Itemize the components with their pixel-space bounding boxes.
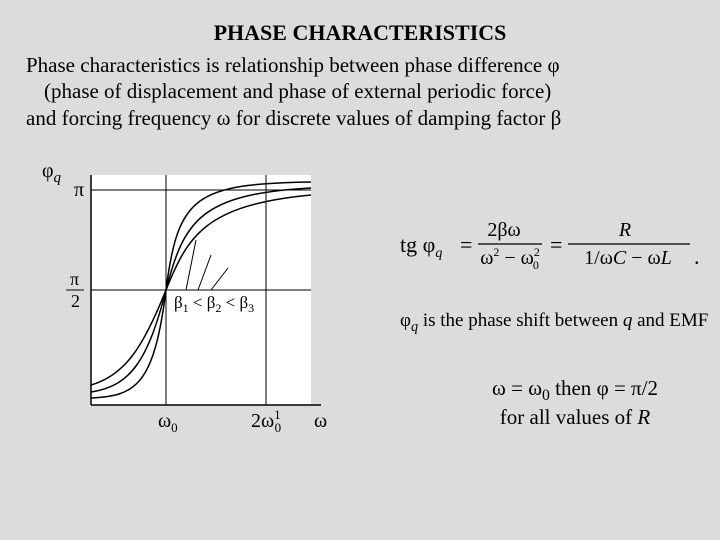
- concl-sub0: 0: [542, 387, 550, 404]
- concl-omega1: ω: [492, 376, 506, 400]
- intro-l3b: for discrete values of damping factor: [231, 106, 551, 130]
- concl-then: then: [550, 376, 597, 400]
- concl-R: R: [637, 405, 650, 429]
- intro-text: Phase characteristics is relationship be…: [26, 52, 694, 131]
- frac1-num: 2βω: [487, 219, 520, 241]
- intro-beta: β: [551, 106, 562, 130]
- chart-svg: π π 2 ω0 2ω10 ω β1 < β2 < β3: [36, 160, 376, 480]
- formula-eq1: =: [460, 232, 472, 257]
- phi-symbol: φ: [42, 160, 54, 182]
- ytick-pi: π: [74, 179, 84, 201]
- formula: tg φq = 2βω ω2 − ω20 = R 1/ωC − ωL .: [400, 210, 720, 280]
- page-title: PHASE CHARACTERISTICS: [0, 20, 720, 46]
- intro-l2: (phase of displacement and phase of exte…: [26, 79, 551, 103]
- intro-l3a: and forcing frequency: [26, 106, 217, 130]
- note-text: is the phase shift between: [418, 310, 623, 331]
- right-column: tg φq = 2βω ω2 − ω20 = R 1/ωC − ωL . φq …: [400, 200, 720, 430]
- concl-phi: φ: [597, 376, 609, 400]
- y-axis-label: φq: [42, 160, 61, 187]
- conclusion: ω = ω0 then φ = π/2 for all values of R: [430, 376, 720, 430]
- phi-sub: q: [54, 170, 62, 186]
- frac2-den: 1/ωC − ωL: [584, 247, 672, 269]
- xtick-w0: ω0: [158, 410, 178, 435]
- formula-eq2: =: [550, 232, 562, 257]
- formula-dot: .: [694, 244, 700, 269]
- note-emf: and EMF: [632, 310, 708, 331]
- intro-phi: φ: [547, 53, 559, 77]
- xtick-2w0: 2ω10: [251, 407, 281, 435]
- note-q: q: [623, 310, 633, 331]
- phase-chart: φq π π 2: [36, 160, 376, 490]
- formula-svg: tg φq = 2βω ω2 − ω20 = R 1/ωC − ωL .: [400, 210, 720, 280]
- formula-lhs: tg φq: [400, 232, 442, 261]
- concl-pi2: = π/2: [609, 376, 658, 400]
- concl-omega2: ω: [528, 376, 542, 400]
- slide-root: PHASE CHARACTERISTICS Phase characterist…: [0, 0, 720, 540]
- phase-note: φq is the phase shift between q and EMF: [400, 310, 720, 336]
- intro-omega: ω: [217, 106, 231, 130]
- frac1-den: ω2 − ω20: [480, 245, 540, 272]
- intro-l1a: Phase characteristics is relationship be…: [26, 53, 547, 77]
- x-axis-label: ω: [314, 410, 327, 432]
- ytick-pi2-num: π: [70, 269, 79, 289]
- concl-eq1: =: [506, 376, 528, 400]
- ytick-pi2-den: 2: [71, 291, 80, 311]
- concl-l2a: for all values of: [500, 405, 638, 429]
- frac2-num: R: [618, 219, 631, 241]
- note-phi: φ: [400, 310, 411, 331]
